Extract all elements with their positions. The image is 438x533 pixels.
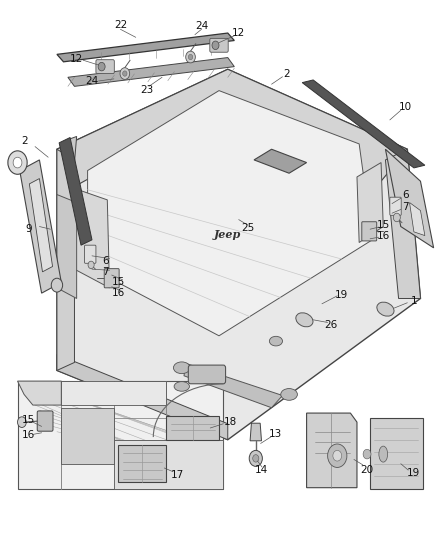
Polygon shape	[302, 80, 425, 168]
Text: 2: 2	[283, 69, 290, 78]
Polygon shape	[20, 160, 61, 293]
Circle shape	[51, 278, 63, 292]
Text: 17: 17	[171, 471, 184, 480]
Polygon shape	[29, 179, 53, 272]
Circle shape	[120, 68, 130, 79]
Polygon shape	[18, 381, 61, 405]
Text: 6: 6	[102, 256, 109, 266]
Text: 7: 7	[402, 202, 409, 212]
Polygon shape	[57, 69, 420, 440]
Ellipse shape	[377, 302, 394, 316]
FancyBboxPatch shape	[37, 411, 53, 431]
Polygon shape	[66, 136, 77, 165]
Circle shape	[186, 51, 195, 63]
Polygon shape	[61, 408, 114, 464]
Text: 16: 16	[112, 288, 125, 298]
Circle shape	[98, 62, 105, 71]
Text: 15: 15	[22, 415, 35, 425]
Polygon shape	[57, 149, 74, 370]
Circle shape	[188, 54, 193, 60]
Ellipse shape	[281, 389, 297, 400]
Polygon shape	[59, 138, 92, 245]
Polygon shape	[385, 149, 434, 248]
Polygon shape	[57, 69, 407, 187]
Text: 12: 12	[70, 54, 83, 63]
FancyBboxPatch shape	[188, 365, 226, 384]
FancyBboxPatch shape	[390, 197, 401, 215]
FancyBboxPatch shape	[96, 60, 114, 74]
Text: 25: 25	[241, 223, 254, 233]
Text: 20: 20	[360, 465, 374, 475]
Polygon shape	[166, 416, 219, 440]
Text: 22: 22	[114, 20, 127, 30]
Polygon shape	[307, 413, 357, 488]
Text: 23: 23	[140, 85, 153, 94]
Polygon shape	[370, 418, 423, 489]
Circle shape	[393, 213, 400, 222]
Text: 15: 15	[112, 278, 125, 287]
Polygon shape	[385, 149, 420, 298]
Ellipse shape	[269, 336, 283, 346]
Circle shape	[88, 261, 94, 269]
Text: 19: 19	[407, 469, 420, 478]
Text: 6: 6	[402, 190, 409, 199]
Ellipse shape	[173, 362, 190, 374]
Text: 7: 7	[102, 267, 109, 277]
Ellipse shape	[296, 313, 313, 327]
Text: 15: 15	[377, 220, 390, 230]
Text: Jeep: Jeep	[214, 229, 241, 240]
FancyBboxPatch shape	[85, 245, 96, 263]
Polygon shape	[114, 440, 223, 489]
Ellipse shape	[379, 446, 388, 462]
Text: 9: 9	[25, 224, 32, 234]
FancyBboxPatch shape	[362, 222, 377, 241]
Circle shape	[249, 450, 262, 466]
Text: 14: 14	[255, 465, 268, 475]
Text: 24: 24	[85, 76, 99, 86]
Ellipse shape	[174, 382, 189, 391]
Text: 12: 12	[232, 28, 245, 38]
Polygon shape	[74, 189, 110, 288]
Polygon shape	[88, 91, 372, 336]
Circle shape	[13, 157, 22, 168]
Text: 1: 1	[410, 296, 417, 306]
Circle shape	[253, 455, 259, 462]
Text: 24: 24	[195, 21, 208, 30]
Polygon shape	[357, 163, 383, 243]
Polygon shape	[118, 445, 166, 482]
Text: 18: 18	[223, 417, 237, 427]
Polygon shape	[184, 364, 283, 408]
FancyBboxPatch shape	[210, 38, 228, 52]
Polygon shape	[57, 354, 228, 440]
Polygon shape	[57, 195, 77, 298]
Polygon shape	[57, 33, 234, 62]
Text: 16: 16	[22, 431, 35, 440]
Circle shape	[212, 41, 219, 50]
Circle shape	[123, 71, 127, 76]
Circle shape	[363, 449, 371, 459]
FancyBboxPatch shape	[104, 269, 119, 288]
Polygon shape	[254, 149, 307, 173]
Circle shape	[333, 450, 342, 461]
Polygon shape	[61, 381, 166, 405]
Text: 2: 2	[21, 136, 28, 146]
Text: 10: 10	[399, 102, 412, 111]
Polygon shape	[18, 381, 223, 489]
Text: 13: 13	[268, 430, 282, 439]
Text: 26: 26	[324, 320, 337, 330]
Text: 19: 19	[335, 290, 348, 300]
Polygon shape	[410, 203, 425, 236]
Polygon shape	[68, 58, 234, 86]
Text: 16: 16	[377, 231, 390, 240]
Circle shape	[18, 417, 26, 427]
Circle shape	[8, 151, 27, 174]
Circle shape	[328, 444, 347, 467]
Polygon shape	[250, 423, 261, 441]
